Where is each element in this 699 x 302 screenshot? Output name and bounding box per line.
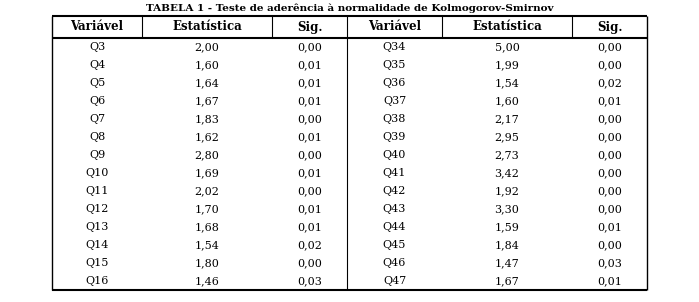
Text: 0,01: 0,01	[297, 222, 322, 232]
Text: 2,80: 2,80	[194, 150, 219, 160]
Text: 1,59: 1,59	[495, 222, 519, 232]
Text: 0,01: 0,01	[297, 168, 322, 178]
Text: 1,64: 1,64	[194, 78, 219, 88]
Text: 1,84: 1,84	[495, 240, 519, 250]
Text: Q36: Q36	[383, 78, 406, 88]
Text: Sig.: Sig.	[297, 21, 322, 34]
Text: Estatística: Estatística	[172, 21, 242, 34]
Text: Q4: Q4	[89, 60, 105, 70]
Text: 0,02: 0,02	[597, 78, 622, 88]
Text: 1,99: 1,99	[495, 60, 519, 70]
Text: Q38: Q38	[383, 114, 406, 124]
Text: 1,60: 1,60	[194, 60, 219, 70]
Text: Q41: Q41	[383, 168, 406, 178]
Text: Sig.: Sig.	[597, 21, 622, 34]
Text: 0,01: 0,01	[597, 276, 622, 286]
Text: Q44: Q44	[383, 222, 406, 232]
Text: 0,00: 0,00	[597, 240, 622, 250]
Text: 3,42: 3,42	[495, 168, 519, 178]
Text: Q43: Q43	[383, 204, 406, 214]
Text: Q14: Q14	[85, 240, 108, 250]
Text: Q11: Q11	[85, 186, 108, 196]
Text: 1,62: 1,62	[194, 132, 219, 142]
Text: Q34: Q34	[383, 42, 406, 52]
Text: 0,00: 0,00	[297, 42, 322, 52]
Text: Q10: Q10	[85, 168, 108, 178]
Text: 0,00: 0,00	[597, 150, 622, 160]
Text: 0,01: 0,01	[597, 222, 622, 232]
Text: 0,00: 0,00	[597, 204, 622, 214]
Text: Q3: Q3	[89, 42, 105, 52]
Text: 0,03: 0,03	[297, 276, 322, 286]
Text: Q37: Q37	[383, 96, 406, 106]
Text: 1,67: 1,67	[194, 96, 219, 106]
Text: 0,00: 0,00	[597, 114, 622, 124]
Text: 0,01: 0,01	[297, 132, 322, 142]
Text: Q13: Q13	[85, 222, 108, 232]
Text: 2,95: 2,95	[495, 132, 519, 142]
Text: Q6: Q6	[89, 96, 105, 106]
Text: 1,67: 1,67	[495, 276, 519, 286]
Text: Estatística: Estatística	[472, 21, 542, 34]
Text: 0,00: 0,00	[597, 42, 622, 52]
Text: 3,30: 3,30	[495, 204, 519, 214]
Text: 5,00: 5,00	[495, 42, 519, 52]
Text: 0,00: 0,00	[297, 258, 322, 268]
Text: 0,00: 0,00	[597, 186, 622, 196]
Text: Q7: Q7	[89, 114, 105, 124]
Text: Q12: Q12	[85, 204, 108, 214]
Text: Q40: Q40	[383, 150, 406, 160]
Text: 0,02: 0,02	[297, 240, 322, 250]
Text: 1,68: 1,68	[194, 222, 219, 232]
Text: 0,00: 0,00	[597, 60, 622, 70]
Text: Q46: Q46	[383, 258, 406, 268]
Text: 0,00: 0,00	[597, 132, 622, 142]
Text: 0,01: 0,01	[297, 60, 322, 70]
Text: Q15: Q15	[85, 258, 108, 268]
Text: 0,01: 0,01	[297, 78, 322, 88]
Text: 1,70: 1,70	[194, 204, 219, 214]
Text: Q47: Q47	[383, 276, 406, 286]
Text: Q16: Q16	[85, 276, 108, 286]
Text: Q45: Q45	[383, 240, 406, 250]
Text: 0,00: 0,00	[597, 168, 622, 178]
Text: 1,47: 1,47	[495, 258, 519, 268]
Text: 2,17: 2,17	[495, 114, 519, 124]
Text: Q39: Q39	[383, 132, 406, 142]
Text: 0,01: 0,01	[297, 204, 322, 214]
Text: 1,69: 1,69	[194, 168, 219, 178]
Text: 1,54: 1,54	[495, 78, 519, 88]
Text: Q35: Q35	[383, 60, 406, 70]
Text: Variável: Variável	[71, 21, 124, 34]
Text: 2,00: 2,00	[194, 42, 219, 52]
Text: 0,00: 0,00	[297, 186, 322, 196]
Text: 0,01: 0,01	[297, 96, 322, 106]
Text: Q42: Q42	[383, 186, 406, 196]
Text: 1,92: 1,92	[495, 186, 519, 196]
Text: 2,02: 2,02	[194, 186, 219, 196]
Text: 2,73: 2,73	[495, 150, 519, 160]
Text: 1,83: 1,83	[194, 114, 219, 124]
Text: Q5: Q5	[89, 78, 105, 88]
Text: 0,03: 0,03	[597, 258, 622, 268]
Text: Variável: Variável	[368, 21, 421, 34]
Text: 1,60: 1,60	[495, 96, 519, 106]
Text: 1,54: 1,54	[194, 240, 219, 250]
Text: 0,00: 0,00	[297, 150, 322, 160]
Text: Q9: Q9	[89, 150, 105, 160]
Text: TABELA 1 - Teste de aderência à normalidade de Kolmogorov-Smirnov: TABELA 1 - Teste de aderência à normalid…	[146, 3, 553, 13]
Text: Q8: Q8	[89, 132, 105, 142]
Text: 1,80: 1,80	[194, 258, 219, 268]
Text: 1,46: 1,46	[194, 276, 219, 286]
Text: 0,01: 0,01	[597, 96, 622, 106]
Text: 0,00: 0,00	[297, 114, 322, 124]
